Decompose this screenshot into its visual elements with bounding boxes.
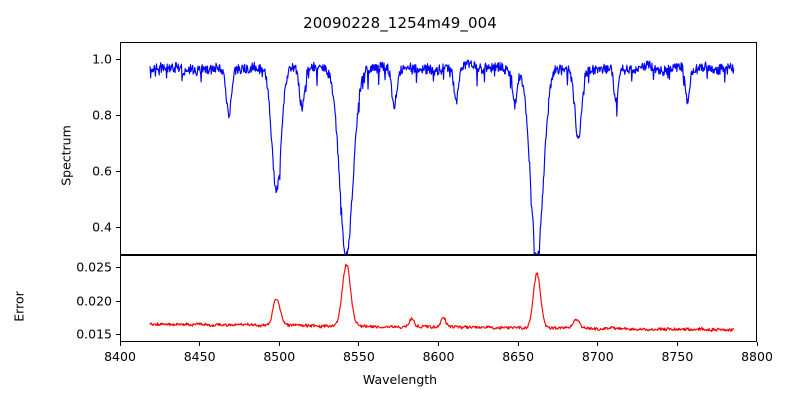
error-ytick-1: 0.020 <box>76 293 112 308</box>
x-tick-mark-2 <box>278 342 280 346</box>
error-ytick-1-mark <box>116 300 120 302</box>
error-plot-panel <box>120 255 757 342</box>
spectrum-curve <box>121 43 756 254</box>
x-tick-label-2: 8500 <box>263 349 296 364</box>
x-tick-label-6: 8700 <box>581 349 614 364</box>
x-tick-mark-6 <box>597 342 599 346</box>
error-ytick-2: 0.025 <box>76 259 112 275</box>
x-tick-label-0: 8400 <box>104 349 136 364</box>
spectrum-plot-panel <box>120 42 757 255</box>
x-tick-mark-8 <box>756 342 758 346</box>
spectrum-ytick-2-mark <box>116 114 120 116</box>
spectrum-ytick-0-mark <box>116 226 120 229</box>
x-tick-label-7: 8750 <box>661 349 694 364</box>
spectrum-ytick-3: 1.0 <box>92 51 112 67</box>
x-tick-label-8: 8800 <box>741 349 773 364</box>
x-tick-label-3: 8550 <box>342 349 375 364</box>
x-tick-mark-4 <box>438 342 440 346</box>
x-tick-label-1: 8450 <box>183 349 216 364</box>
x-tick-mark-0 <box>119 342 121 346</box>
x-tick-mark-1 <box>199 342 201 346</box>
spectrum-ytick-0: 0.4 <box>92 219 112 235</box>
x-tick-label-5: 8650 <box>502 349 535 364</box>
x-tick-mark-7 <box>676 342 678 346</box>
spectrum-ytick-1-mark <box>116 170 120 172</box>
error-y-axis-label: Error <box>11 291 27 322</box>
error-curve <box>121 256 756 341</box>
x-tick-mark-5 <box>517 342 519 346</box>
x-tick-label-4: 8600 <box>422 349 455 364</box>
x-tick-mark-3 <box>358 342 360 346</box>
error-ytick-2-mark <box>116 267 120 269</box>
spectrum-ytick-2: 0.8 <box>92 107 112 123</box>
spectrum-ytick-3-mark <box>116 58 120 60</box>
x-axis-label: Wavelength <box>362 372 438 387</box>
spectrum-ytick-1: 0.6 <box>92 163 112 179</box>
error-ytick-0-mark <box>116 333 120 336</box>
page-title: 20090228_1254m49_004 <box>303 14 497 32</box>
error-ytick-0: 0.015 <box>76 326 112 342</box>
